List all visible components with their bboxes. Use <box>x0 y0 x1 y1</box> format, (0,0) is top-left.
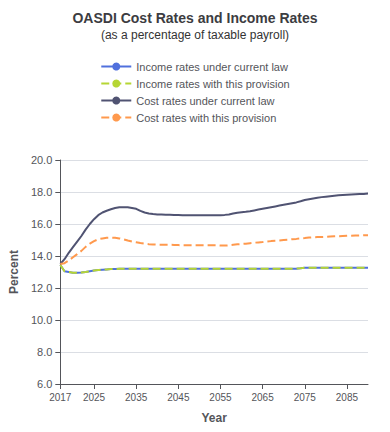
svg-text:Year: Year <box>201 411 227 425</box>
svg-text:Cost rates under current law: Cost rates under current law <box>136 95 274 107</box>
svg-text:Percent: Percent <box>7 250 21 294</box>
svg-text:10.0: 10.0 <box>31 314 52 326</box>
svg-text:2045: 2045 <box>167 392 190 403</box>
svg-text:(as a percentage of taxable pa: (as a percentage of taxable payroll) <box>101 28 289 42</box>
svg-text:2075: 2075 <box>294 392 317 403</box>
svg-text:Cost rates with this provision: Cost rates with this provision <box>136 112 276 124</box>
svg-text:OASDI Cost Rates and Income Ra: OASDI Cost Rates and Income Rates <box>72 10 317 26</box>
svg-text:16.0: 16.0 <box>31 218 52 230</box>
svg-text:2017: 2017 <box>49 392 72 403</box>
svg-text:2065: 2065 <box>252 392 275 403</box>
svg-text:20.0: 20.0 <box>31 154 52 166</box>
svg-text:2055: 2055 <box>209 392 232 403</box>
svg-text:12.0: 12.0 <box>31 282 52 294</box>
svg-text:14.0: 14.0 <box>31 250 52 262</box>
svg-text:18.0: 18.0 <box>31 186 52 198</box>
svg-text:6.0: 6.0 <box>37 378 52 390</box>
svg-text:Income rates under current law: Income rates under current law <box>136 61 288 73</box>
svg-text:8.0: 8.0 <box>37 346 52 358</box>
svg-text:2025: 2025 <box>83 392 106 403</box>
svg-text:Income rates with this provisi: Income rates with this provision <box>136 78 289 90</box>
svg-text:2085: 2085 <box>336 392 359 403</box>
svg-text:2035: 2035 <box>125 392 148 403</box>
